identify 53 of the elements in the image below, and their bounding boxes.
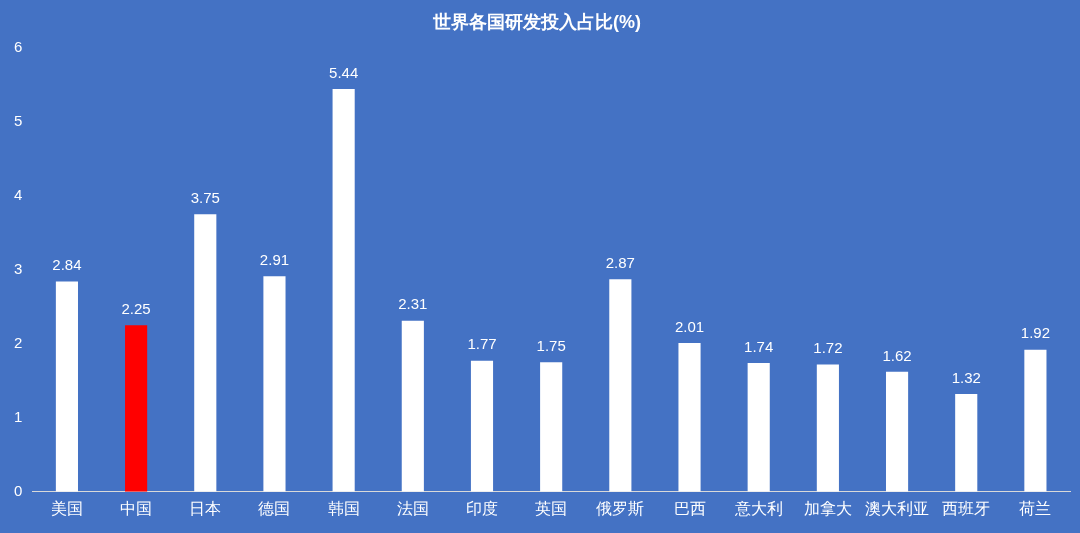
bar [194,214,217,492]
x-tick-label: 巴西 [673,499,706,517]
y-tick-label: 6 [14,37,23,55]
bar [609,279,632,492]
data-label: 2.01 [674,317,705,335]
bar [470,360,494,492]
x-tick-label: 澳大利亚 [865,499,930,517]
chart-title: 世界各国研发投入占比(%) [432,11,641,32]
x-tick-label: 德国 [258,499,291,517]
data-label: 1.92 [1020,324,1051,342]
data-label: 1.75 [536,336,566,354]
x-tick-label: 荷兰 [1019,499,1052,517]
data-label: 2.84 [52,256,82,274]
data-label: 1.77 [467,335,497,353]
data-label: 2.25 [121,299,151,317]
x-tick-label: 中国 [120,499,153,517]
x-tick-label: 美国 [50,499,83,517]
data-label: 2.87 [605,253,635,271]
x-tick-label: 英国 [535,499,568,517]
x-tick-label: 俄罗斯 [596,499,645,517]
bar [401,320,424,492]
bar [55,281,78,492]
y-tick-label: 5 [14,111,23,129]
data-label: 1.32 [951,368,981,386]
y-tick-label: 2 [14,333,23,351]
bar [332,89,355,492]
x-tick-label: 印度 [465,499,498,517]
y-tick-label: 1 [14,407,23,425]
x-tick-label: 西班牙 [942,499,991,517]
bar [885,371,909,492]
x-tick-label: 韩国 [327,499,360,517]
bar [955,394,978,492]
data-label: 1.74 [744,337,774,355]
bar [678,342,701,492]
bar [816,364,839,492]
bar [125,325,148,492]
data-label: 2.91 [259,251,290,268]
x-tick-label: 法国 [396,499,429,517]
y-tick-label: 0 [14,481,23,499]
y-tick-label: 4 [14,185,23,203]
x-tick-label: 意大利 [733,499,783,517]
y-tick-label: 3 [14,259,23,277]
x-tick-label: 加拿大 [803,499,852,517]
data-label: 5.44 [329,63,359,81]
bar [263,276,286,492]
data-label: 2.31 [398,295,428,313]
bar [1024,349,1047,492]
data-label: 3.75 [190,188,220,206]
data-label: 1.62 [882,346,912,364]
x-tick-label: 日本 [189,499,222,517]
data-label: 1.72 [813,339,843,357]
bar [540,362,563,492]
bar [747,362,770,492]
